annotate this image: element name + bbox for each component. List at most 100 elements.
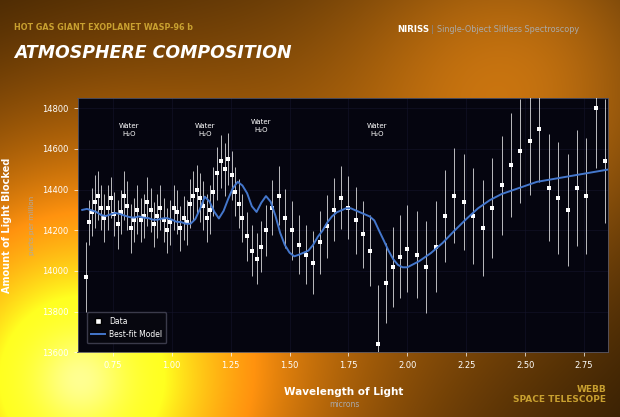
Point (350, 217, 360, 224)
Text: |: | (431, 25, 434, 34)
Point (515, 148, 525, 154)
Point (582, 192, 591, 199)
Point (216, 158, 226, 164)
Point (343, 205, 353, 211)
Text: HOT GAS GIANT EXOPLANET WASP-96 b: HOT GAS GIANT EXOPLANET WASP-96 b (14, 23, 193, 32)
Point (81, 274, 91, 280)
Point (562, 206, 572, 213)
Point (116, 208, 126, 215)
Point (421, 264, 431, 270)
Point (182, 219, 192, 226)
Point (169, 205, 179, 211)
Point (166, 219, 175, 226)
Point (159, 217, 169, 224)
Point (431, 243, 441, 250)
Point (381, 280, 391, 286)
Point (544, 184, 554, 191)
Point (149, 221, 159, 228)
Point (329, 206, 339, 213)
Point (136, 217, 146, 224)
Point (468, 213, 478, 219)
Point (162, 227, 172, 234)
Point (126, 225, 136, 231)
Text: Water
H₂O: Water H₂O (251, 119, 272, 133)
Point (525, 137, 535, 144)
Point (90, 198, 100, 205)
Point (373, 341, 383, 347)
Point (129, 217, 139, 224)
Text: Wavelength of Light: Wavelength of Light (285, 387, 404, 397)
Point (274, 192, 284, 199)
Point (478, 225, 488, 231)
Point (534, 125, 544, 132)
Text: Water
H₂O: Water H₂O (195, 123, 215, 137)
Point (256, 243, 266, 250)
Point (600, 158, 610, 164)
Point (119, 192, 129, 199)
Point (591, 105, 601, 111)
Point (109, 211, 119, 217)
Point (487, 205, 497, 211)
Point (84, 219, 94, 226)
Text: NIRISS: NIRISS (397, 25, 429, 34)
Point (202, 215, 211, 221)
Point (103, 205, 113, 211)
Text: Amount of Light Blocked: Amount of Light Blocked (2, 158, 12, 293)
Point (205, 206, 215, 213)
Point (358, 231, 368, 238)
Point (506, 162, 516, 168)
Point (99, 215, 109, 221)
Point (227, 172, 237, 178)
Point (219, 166, 229, 173)
Text: parts per million: parts per million (29, 196, 35, 255)
Point (553, 194, 563, 201)
Point (280, 215, 290, 221)
Point (179, 215, 188, 221)
Point (388, 264, 398, 270)
Point (208, 188, 218, 195)
Point (139, 213, 149, 219)
Point (146, 206, 156, 213)
Point (242, 233, 252, 240)
Point (106, 194, 116, 201)
Legend: Data, Best-fit Model: Data, Best-fit Model (87, 312, 167, 344)
Point (188, 192, 198, 199)
Point (450, 192, 459, 199)
Point (175, 225, 185, 231)
Point (308, 259, 318, 266)
Point (223, 156, 233, 162)
Point (156, 205, 166, 211)
Point (261, 227, 271, 234)
Point (459, 198, 469, 205)
Point (440, 213, 450, 219)
Point (192, 186, 202, 193)
Point (497, 182, 507, 189)
Point (365, 247, 374, 254)
Point (123, 203, 133, 209)
Point (237, 215, 247, 221)
Point (152, 213, 162, 219)
Point (172, 208, 182, 215)
Point (252, 256, 262, 262)
Point (315, 239, 325, 246)
Point (287, 227, 297, 234)
Point (142, 198, 152, 205)
Point (185, 201, 195, 207)
Point (396, 254, 405, 260)
Text: Water
H₂O: Water H₂O (119, 123, 140, 137)
Text: Single-Object Slitless Spectroscopy: Single-Object Slitless Spectroscopy (437, 25, 579, 34)
Point (133, 206, 143, 213)
Point (301, 251, 311, 258)
Point (337, 194, 347, 201)
Point (402, 245, 412, 252)
Point (195, 194, 205, 201)
Point (294, 241, 304, 248)
Point (93, 192, 103, 199)
Point (322, 223, 332, 229)
Point (113, 221, 123, 228)
Point (267, 205, 277, 211)
Point (234, 201, 244, 207)
Text: Water
H₂O: Water H₂O (366, 123, 387, 137)
Point (231, 188, 241, 195)
Text: microns: microns (329, 400, 359, 409)
